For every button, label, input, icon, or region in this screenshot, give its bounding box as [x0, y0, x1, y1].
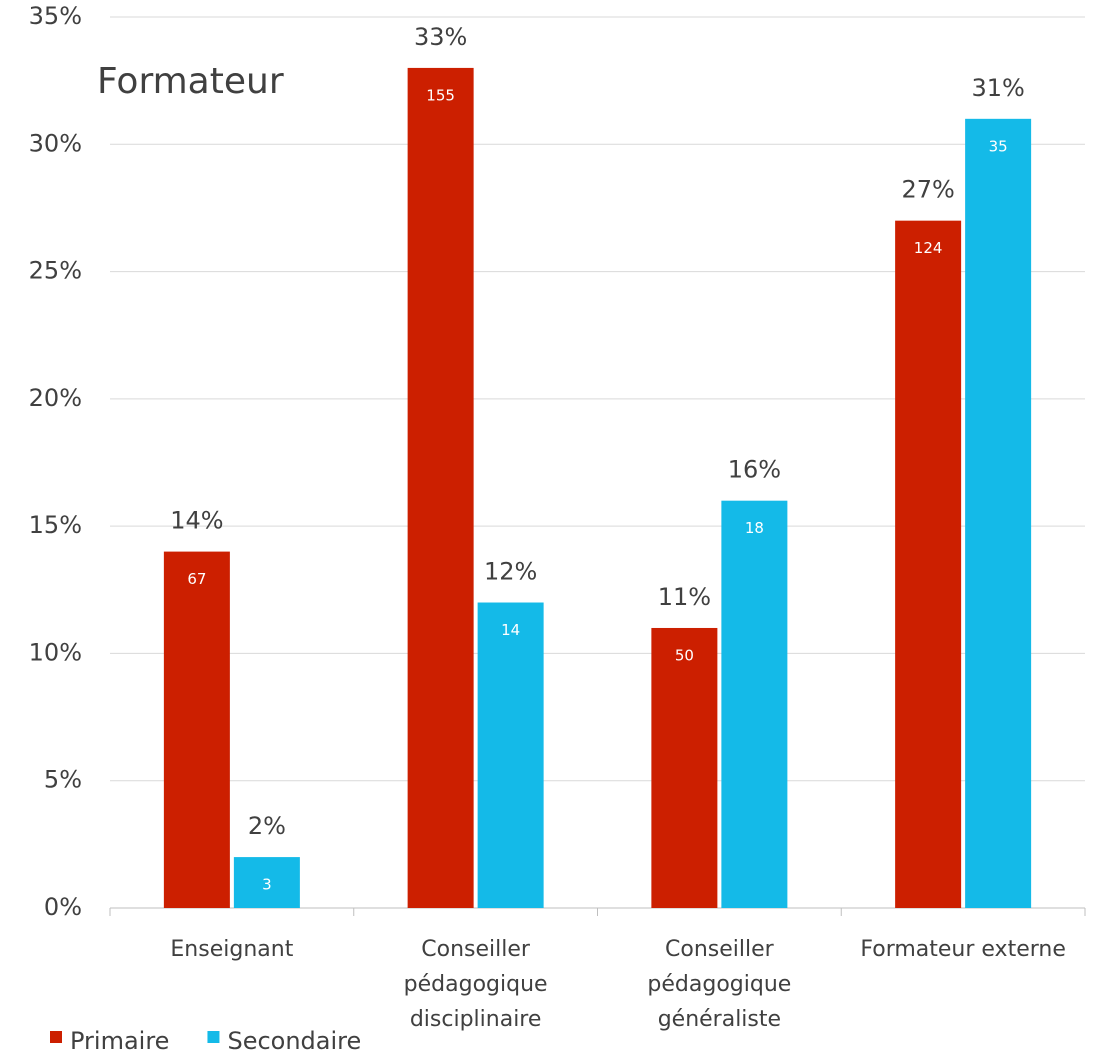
bar [477, 602, 544, 908]
x-tick-label: pédagogique [404, 972, 548, 997]
y-tick-label: 30% [29, 129, 82, 157]
count-label: 155 [426, 86, 455, 104]
bar [163, 551, 230, 908]
bar [721, 500, 788, 908]
x-tick-label: Conseiller [665, 937, 775, 962]
x-tick-label: disciplinaire [410, 1007, 542, 1032]
legend-swatch [50, 1031, 62, 1043]
value-label: 12% [484, 558, 537, 586]
bar [895, 220, 962, 908]
chart-title: Formateur [97, 61, 284, 102]
y-tick-label: 35% [29, 2, 82, 30]
bar [965, 118, 1032, 909]
count-label: 18 [745, 519, 764, 537]
bar [407, 67, 474, 908]
value-label: 14% [170, 507, 223, 535]
x-tick-label: pédagogique [647, 972, 791, 997]
count-label: 67 [187, 570, 206, 588]
value-label: 33% [414, 23, 467, 51]
count-label: 35 [989, 137, 1008, 155]
x-tick-label: Formateur externe [860, 937, 1066, 962]
legend-label: Secondaire [227, 1027, 361, 1054]
x-tick-label: généraliste [658, 1007, 781, 1032]
count-label: 50 [675, 646, 694, 664]
value-label: 27% [901, 176, 954, 204]
legend-label: Primaire [70, 1027, 169, 1054]
y-tick-label: 10% [29, 638, 82, 666]
value-label: 31% [971, 74, 1024, 102]
y-tick-label: 25% [29, 257, 82, 285]
legend-swatch [207, 1031, 220, 1043]
value-label: 11% [658, 583, 711, 611]
y-tick-label: 5% [44, 766, 82, 794]
y-tick-label: 0% [44, 893, 82, 921]
value-label: 2% [248, 812, 286, 840]
count-label: 14 [501, 621, 520, 639]
y-tick-label: 20% [29, 384, 82, 412]
x-tick-label: Conseiller [421, 937, 531, 962]
y-tick-label: 15% [29, 511, 82, 539]
count-label: 124 [914, 239, 943, 257]
bar [233, 857, 300, 908]
x-tick-label: Enseignant [170, 937, 293, 962]
value-label: 16% [728, 456, 781, 484]
bar [651, 627, 718, 908]
count-label: 3 [262, 876, 272, 894]
